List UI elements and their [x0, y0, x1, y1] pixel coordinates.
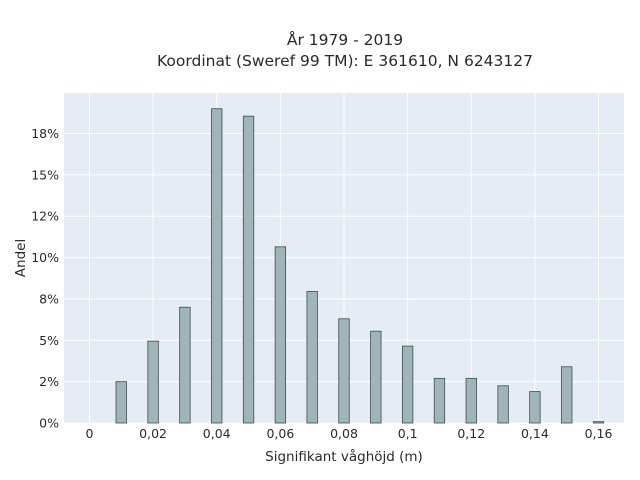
- chart-title-line-1: År 1979 - 2019: [287, 30, 403, 49]
- bar: [529, 391, 541, 424]
- bars: [115, 108, 605, 424]
- y-tick-label: 12%: [31, 209, 59, 224]
- bar: [147, 340, 159, 424]
- y-tick-label: 15%: [31, 167, 59, 182]
- bar: [211, 108, 223, 424]
- bar: [274, 246, 287, 424]
- y-tick-label: 0%: [39, 416, 59, 431]
- x-tick-label: 0,04: [203, 426, 231, 441]
- y-tick-label: 5%: [39, 333, 59, 348]
- bar: [497, 385, 509, 424]
- bar: [306, 291, 318, 424]
- x-tick-label: 0,08: [330, 426, 358, 441]
- y-axis-ticks: 0% 2% 5% 8% 10% 12% 15% 18%: [31, 126, 59, 430]
- y-tick-label: 18%: [31, 126, 59, 141]
- x-tick-label: 0,14: [521, 426, 549, 441]
- bar: [401, 345, 414, 424]
- x-tick-label: 0,06: [266, 426, 294, 441]
- y-tick-label: 8%: [39, 291, 59, 306]
- bar: [242, 115, 255, 424]
- bar: [592, 421, 605, 424]
- x-axis-label: Signifikant våghöjd (m): [265, 448, 423, 465]
- x-tick-label: 0: [85, 426, 93, 441]
- bar: [338, 318, 350, 424]
- y-axis-label: Andel: [13, 239, 29, 277]
- bar: [561, 366, 573, 424]
- bar: [433, 377, 446, 424]
- chart-title-line-2: Koordinat (Sweref 99 TM): E 361610, N 62…: [157, 52, 533, 70]
- x-tick-label: 0,02: [139, 426, 167, 441]
- bar: [465, 377, 477, 424]
- x-tick-label: 0,16: [585, 426, 613, 441]
- y-tick-label: 10%: [31, 250, 59, 265]
- bar: [115, 381, 127, 424]
- bar: [370, 330, 382, 424]
- bar: [179, 306, 191, 424]
- y-tick-label: 2%: [39, 374, 59, 389]
- x-tick-label: 0,12: [457, 426, 485, 441]
- x-tick-label: 0,1: [398, 426, 418, 441]
- x-axis-ticks: 0 0,02 0,04 0,06 0,08 0,1 0,12 0,14 0,16: [85, 426, 612, 441]
